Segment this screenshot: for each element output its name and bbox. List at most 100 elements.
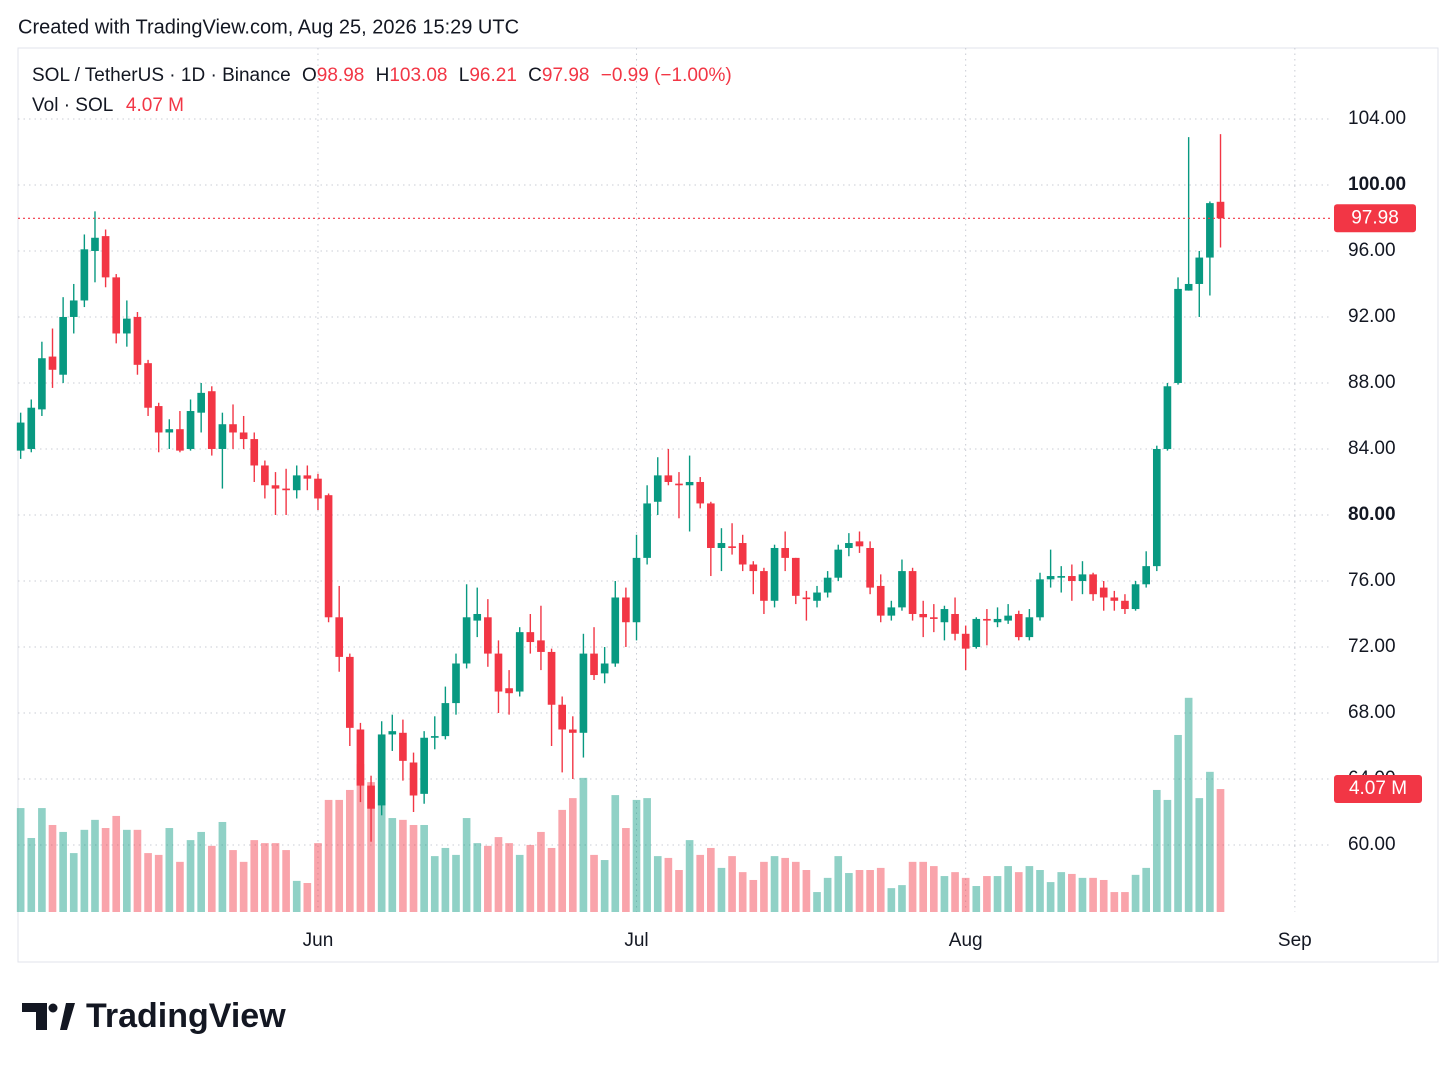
volume-bar <box>1152 789 1161 912</box>
volume-bar <box>707 847 715 912</box>
candle-body <box>929 617 938 619</box>
volume-bar <box>48 824 57 912</box>
volume-bar <box>452 854 460 912</box>
x-tick-label: Jul <box>624 930 648 951</box>
volume-bar <box>600 860 609 912</box>
candle-body <box>1206 203 1214 258</box>
volume-bar <box>356 763 365 912</box>
volume-bar <box>314 843 322 912</box>
volume-bar <box>505 843 513 912</box>
candle-body <box>91 237 99 251</box>
candle-body <box>664 475 673 482</box>
volume-bar <box>1089 877 1097 912</box>
candle-body <box>176 429 184 451</box>
volume-bar <box>558 809 567 912</box>
candle-body <box>399 732 407 761</box>
volume-bar <box>197 831 205 912</box>
legend-price: SOL / TetherUS · 1D · Binance O98.98 H10… <box>32 65 732 86</box>
volume-bar <box>898 885 906 912</box>
candle-body <box>377 734 386 806</box>
volume-bar <box>887 888 896 912</box>
candle-body <box>59 316 67 375</box>
y-tick-label: 72.00 <box>1348 636 1396 657</box>
candle-body <box>1057 576 1066 578</box>
volume-bar <box>271 843 280 912</box>
candle-body <box>1089 574 1097 595</box>
candle-body <box>430 736 439 738</box>
volume-bar <box>526 844 535 912</box>
candle-body <box>558 704 567 730</box>
candle-body <box>494 653 503 692</box>
candle-body <box>303 475 312 479</box>
watermark: Created with TradingView.com, Aug 25, 20… <box>18 16 519 38</box>
candle-body <box>675 483 683 486</box>
candle-body <box>16 422 25 451</box>
low-label: L <box>459 65 470 86</box>
candle-body <box>282 488 290 491</box>
candle-body <box>69 300 78 317</box>
volume-bar <box>1163 799 1172 912</box>
volume-bar <box>908 861 917 912</box>
volume-bar <box>643 798 651 912</box>
volume-bar <box>112 815 121 912</box>
candle-body <box>218 424 227 449</box>
volume-bar <box>929 866 938 912</box>
price-badge <box>1334 204 1416 233</box>
volume-bar <box>983 876 991 912</box>
candle-body <box>1184 283 1193 291</box>
volume-bar <box>1206 771 1214 912</box>
volume-bar <box>866 870 874 912</box>
candle-body <box>537 640 545 652</box>
volume-bar <box>547 847 556 912</box>
volume-bar <box>261 843 269 912</box>
candle-body <box>207 391 216 449</box>
y-tick-label: 80.00 <box>1348 504 1396 525</box>
low-value: 96.21 <box>469 65 517 86</box>
volume-bar <box>207 845 216 912</box>
candle-body <box>388 731 397 735</box>
candle-body <box>961 633 970 649</box>
candle-body <box>1142 566 1151 585</box>
candle-body <box>1099 587 1108 598</box>
volume-bar <box>1174 734 1182 912</box>
volume-bar <box>218 821 227 912</box>
volume-bar <box>133 829 142 912</box>
candle-body <box>1131 584 1140 610</box>
volume-bar <box>473 843 482 912</box>
volume-name: Vol · SOL <box>32 95 113 116</box>
candle-body <box>452 663 460 704</box>
y-tick-label: 100.00 <box>1348 174 1406 195</box>
volume-bar <box>940 876 949 912</box>
candle-body <box>324 495 333 618</box>
y-tick-label: 96.00 <box>1348 240 1396 261</box>
volume-bar <box>728 856 736 912</box>
candle-body <box>611 597 620 664</box>
volume-bar <box>420 824 428 912</box>
candle-body <box>229 424 237 433</box>
volume-bar <box>367 782 375 912</box>
candle-body <box>1068 576 1076 581</box>
candle-body <box>101 236 110 278</box>
volume-bar <box>515 854 524 912</box>
candle-body <box>484 617 492 654</box>
candle-body <box>27 407 36 449</box>
volume-bar <box>972 886 981 912</box>
volume-bar <box>876 867 885 912</box>
candle-body <box>367 785 375 809</box>
volume-bar <box>441 847 450 912</box>
candle-body <box>1163 386 1172 449</box>
candle-body <box>1174 288 1182 383</box>
volume-bar <box>632 799 641 912</box>
volume-bar <box>239 861 248 912</box>
candle-body <box>409 762 418 796</box>
candle-body <box>165 429 174 433</box>
volume-bar <box>823 877 832 912</box>
volume-bar <box>537 831 545 912</box>
candle-body <box>749 564 758 572</box>
volume-bar <box>229 850 237 912</box>
logo-mark <box>22 1003 47 1030</box>
y-tick-label: 68.00 <box>1348 702 1396 723</box>
volume-bar <box>345 789 354 912</box>
